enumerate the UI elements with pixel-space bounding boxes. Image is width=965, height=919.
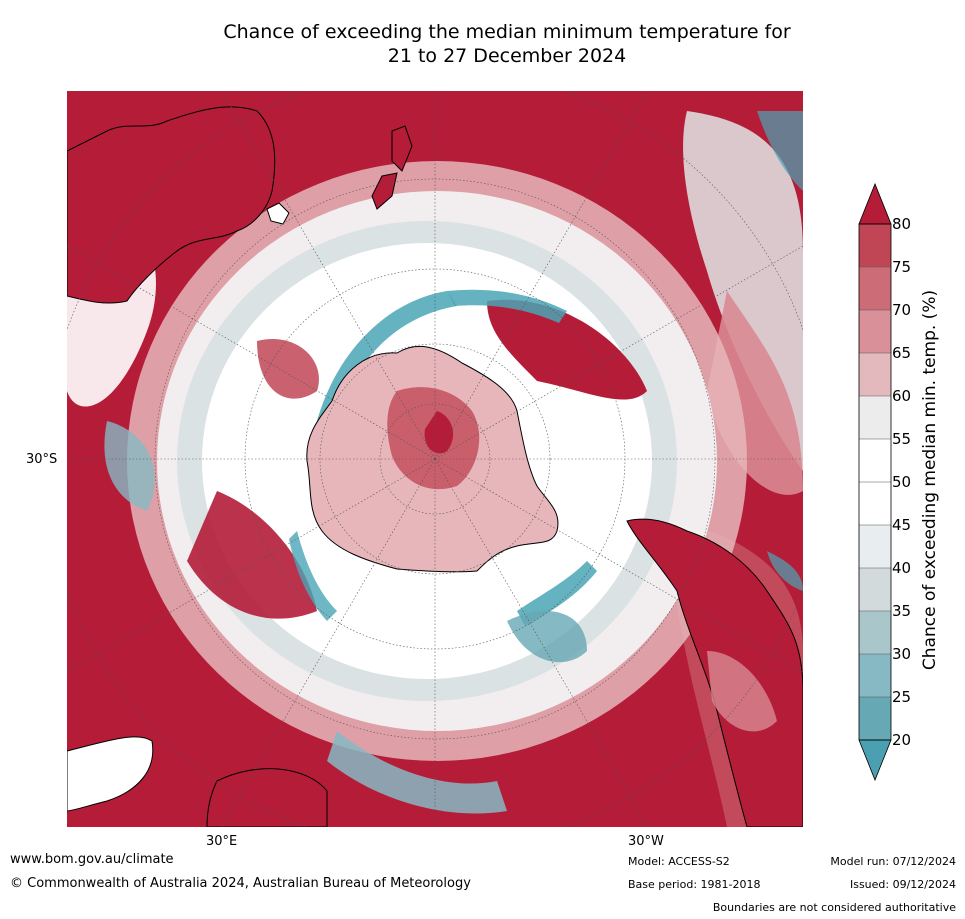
- colorbar: [858, 182, 892, 782]
- footer-model: Model: ACCESS-S2: [628, 855, 730, 868]
- colorbar-tick-label: 45: [892, 516, 912, 534]
- latitude-label: 30°S: [26, 452, 58, 467]
- colorbar-tick-label: 80: [892, 215, 912, 233]
- colorbar-tick-label: 20: [892, 731, 912, 749]
- red-lobe: [187, 491, 317, 619]
- colorbar-outline: [858, 223, 892, 741]
- tasmania: [266, 202, 290, 225]
- colorbar-band: [859, 525, 891, 569]
- teal-arc: [447, 289, 567, 323]
- footer-copyright: © Commonwealth of Australia 2024, Austra…: [10, 876, 471, 891]
- longitude-label-east: 30°E: [206, 834, 238, 849]
- colorbar-tick-label: 70: [892, 301, 912, 319]
- colorbar-band: [859, 482, 891, 526]
- map-panel: [67, 91, 803, 827]
- teal-patch: [327, 731, 507, 814]
- colorbar-tick-label: 60: [892, 387, 912, 405]
- graticule: [67, 91, 803, 827]
- colorbar-band: [859, 353, 891, 397]
- map-title: Chance of exceeding the median minimum t…: [67, 20, 947, 68]
- title-line-2: 21 to 27 December 2024: [387, 45, 627, 67]
- colorbar-tick-label: 50: [892, 473, 912, 491]
- red-lobe: [487, 299, 647, 400]
- colorbar-bands: [859, 223, 891, 741]
- colorbar-band: [859, 439, 891, 483]
- new-zealand-north: [391, 125, 413, 172]
- colorbar-over-arrow: [858, 182, 892, 225]
- colorbar-tick-label: 40: [892, 559, 912, 577]
- footer-website[interactable]: www.bom.gov.au/climate: [10, 852, 174, 867]
- footer-issued: Issued: 09/12/2024: [849, 878, 956, 891]
- pink-patch: [707, 651, 777, 732]
- colorbar-band: [859, 396, 891, 440]
- teal-patch: [104, 421, 155, 511]
- australia: [67, 106, 276, 304]
- colorbar-band: [859, 267, 891, 311]
- colorbar-under-arrow: [858, 739, 892, 782]
- colorbar-band: [859, 224, 891, 268]
- colorbar-band: [859, 654, 891, 698]
- colorbar-title: Chance of exceeding median min. temp. (%…: [920, 289, 940, 671]
- colorbar-tick-label: 35: [892, 602, 912, 620]
- africa: [206, 768, 328, 827]
- colorbar-band: [859, 310, 891, 354]
- madagascar-region: [67, 736, 154, 812]
- antarctic-dark-patch: [424, 411, 454, 454]
- colorbar-tick-label: 55: [892, 430, 912, 448]
- footer-model-run: Model run: 07/12/2024: [830, 855, 956, 868]
- teal-patch: [767, 551, 803, 591]
- teal-patch: [757, 111, 803, 191]
- colorbar-band: [859, 697, 891, 741]
- colorbar-tick-label: 30: [892, 645, 912, 663]
- title-line-1: Chance of exceeding the median minimum t…: [223, 21, 791, 43]
- colorbar-tick-label: 25: [892, 688, 912, 706]
- map-svg: [67, 91, 803, 827]
- colorbar-band: [859, 611, 891, 655]
- colorbar-tick-label: 75: [892, 258, 912, 276]
- colorbar-band: [859, 568, 891, 612]
- new-zealand-south: [371, 172, 398, 210]
- teal-arc: [517, 561, 597, 626]
- teal-arc: [289, 531, 337, 621]
- footer-boundaries-note: Boundaries are not considered authoritat…: [712, 901, 956, 914]
- teal-patch: [507, 611, 587, 663]
- colorbar-tick-label: 65: [892, 344, 912, 362]
- longitude-label-west: 30°W: [628, 834, 664, 849]
- red-lobe: [257, 339, 319, 399]
- footer-base-period: Base period: 1981-2018: [628, 878, 761, 891]
